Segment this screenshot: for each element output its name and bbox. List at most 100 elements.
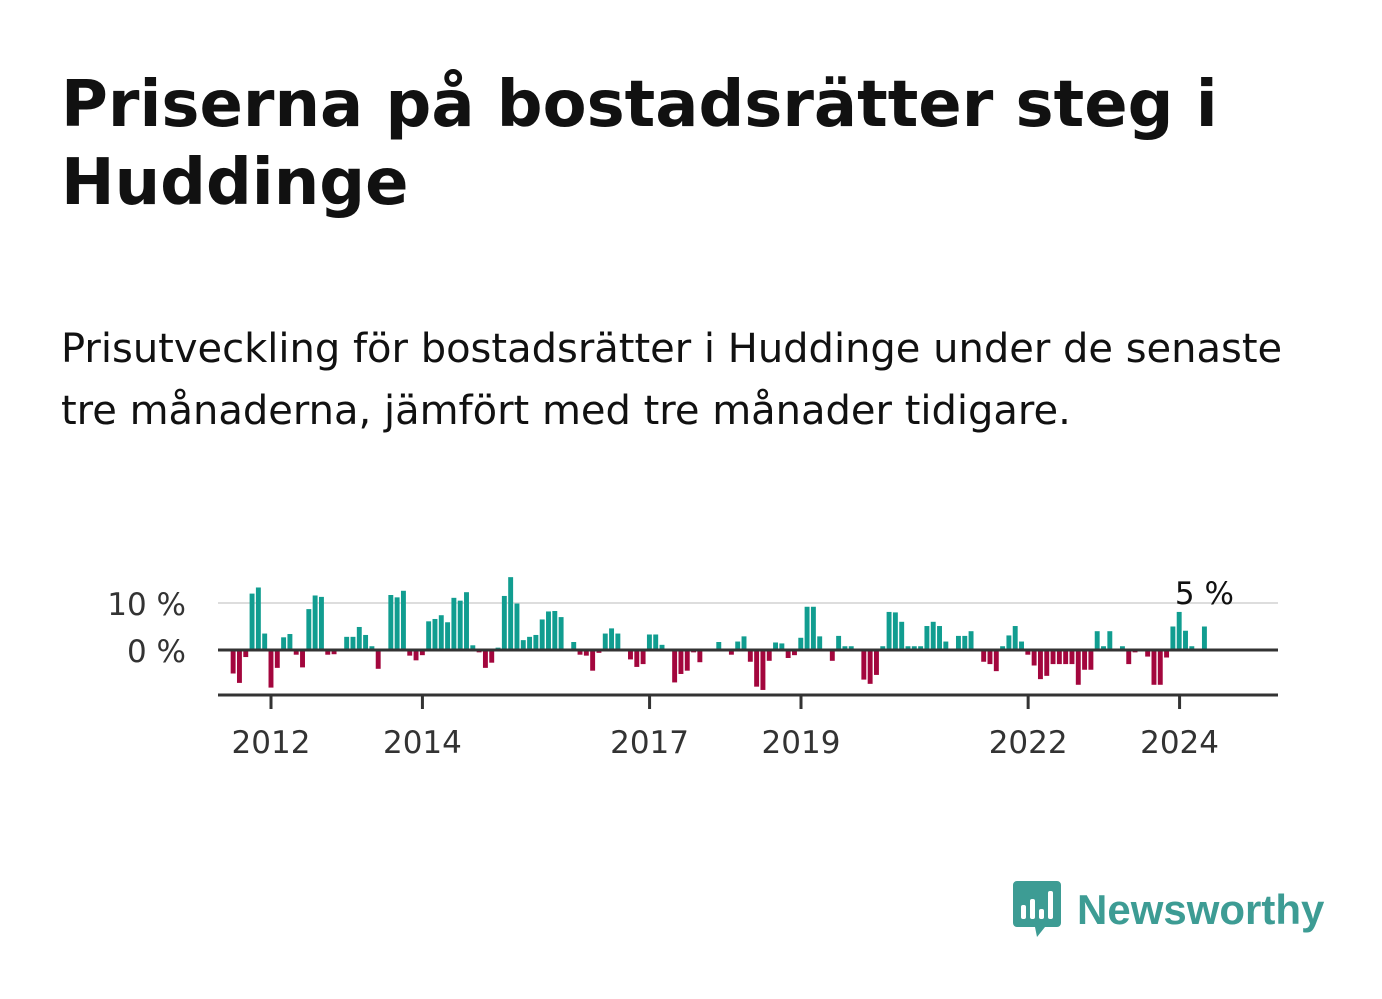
bar xyxy=(766,650,772,661)
bar xyxy=(1094,631,1100,650)
bar xyxy=(1101,646,1106,650)
bar xyxy=(293,650,299,655)
bar xyxy=(634,650,640,667)
bar xyxy=(1025,650,1031,655)
bar xyxy=(590,650,596,671)
bar xyxy=(785,650,791,658)
bar xyxy=(741,636,747,650)
bar xyxy=(993,650,999,672)
bar xyxy=(571,642,577,650)
bar xyxy=(300,650,305,668)
bar xyxy=(1170,626,1176,650)
x-tick-label: 2014 xyxy=(383,725,462,761)
bar xyxy=(464,592,469,650)
bar xyxy=(344,636,350,650)
bar xyxy=(804,606,810,650)
bar xyxy=(1012,626,1018,650)
bar xyxy=(552,610,558,650)
bar xyxy=(937,626,942,650)
bar xyxy=(810,606,816,650)
bar xyxy=(880,646,886,650)
bar xyxy=(779,643,785,650)
bar xyxy=(861,650,867,680)
bar xyxy=(930,621,936,650)
bar xyxy=(697,650,703,663)
bar xyxy=(1019,641,1024,650)
bar xyxy=(646,634,652,650)
bar xyxy=(451,597,457,650)
bar xyxy=(829,650,835,661)
bar xyxy=(1164,650,1170,658)
bar xyxy=(760,650,766,690)
bar xyxy=(1044,650,1050,676)
bar xyxy=(413,650,419,661)
bar xyxy=(1183,630,1188,650)
bar xyxy=(792,650,797,656)
bar xyxy=(546,611,551,650)
bar xyxy=(432,618,438,650)
bar xyxy=(886,611,892,650)
bar xyxy=(1157,650,1163,685)
bar xyxy=(489,650,495,663)
bar xyxy=(325,650,331,655)
axes xyxy=(218,648,1278,709)
bar xyxy=(1107,631,1113,650)
bar xyxy=(312,595,318,650)
bar xyxy=(558,617,564,650)
bar xyxy=(1000,646,1006,650)
bar xyxy=(653,634,659,650)
bar xyxy=(527,636,533,650)
bar xyxy=(262,633,268,650)
bar xyxy=(987,650,993,665)
bar xyxy=(773,642,779,650)
bar xyxy=(533,634,539,650)
bar xyxy=(911,646,917,650)
bar xyxy=(426,621,432,650)
bar xyxy=(375,650,381,669)
bar xyxy=(407,650,413,656)
bar xyxy=(306,609,312,650)
bar xyxy=(1063,650,1069,665)
bar xyxy=(243,650,249,658)
bar xyxy=(962,635,968,650)
bar xyxy=(798,637,804,650)
bar xyxy=(287,634,293,650)
bar xyxy=(457,600,463,650)
bar xyxy=(445,622,451,650)
bar xyxy=(615,633,621,650)
bar xyxy=(968,631,974,650)
bar xyxy=(602,633,608,650)
bar xyxy=(899,621,905,650)
bar-chart: 0 % 10 % 2012 2014 2017 2019 2022 2024 5 % xyxy=(107,576,1278,761)
bar xyxy=(817,636,823,650)
bar xyxy=(1176,611,1182,650)
bar xyxy=(438,615,444,650)
bar xyxy=(1056,650,1062,665)
bar xyxy=(514,603,520,650)
bar xyxy=(356,626,362,650)
logo-text: Newsworthy xyxy=(1077,886,1325,933)
bar xyxy=(318,596,324,650)
bar xyxy=(331,650,337,655)
bar xyxy=(918,646,924,650)
bar xyxy=(583,650,589,656)
bar xyxy=(470,645,476,650)
chart-title: Priserna på bostadsrätter steg i Hudding… xyxy=(61,68,1218,220)
newsworthy-logo: Newsworthy xyxy=(1011,878,1324,942)
bar xyxy=(255,587,261,650)
bar xyxy=(1050,650,1056,665)
bar xyxy=(1006,635,1012,650)
bar xyxy=(716,642,722,650)
bar xyxy=(836,635,842,650)
bar xyxy=(867,650,873,684)
bar xyxy=(1151,650,1157,685)
bar xyxy=(520,640,526,650)
bar xyxy=(369,646,375,650)
bar xyxy=(281,637,287,650)
bar xyxy=(268,650,274,688)
bar xyxy=(482,650,488,668)
bar xyxy=(1088,650,1094,670)
x-tick-label: 2012 xyxy=(232,725,311,761)
x-tick-label: 2022 xyxy=(989,725,1068,761)
bar xyxy=(388,595,394,650)
